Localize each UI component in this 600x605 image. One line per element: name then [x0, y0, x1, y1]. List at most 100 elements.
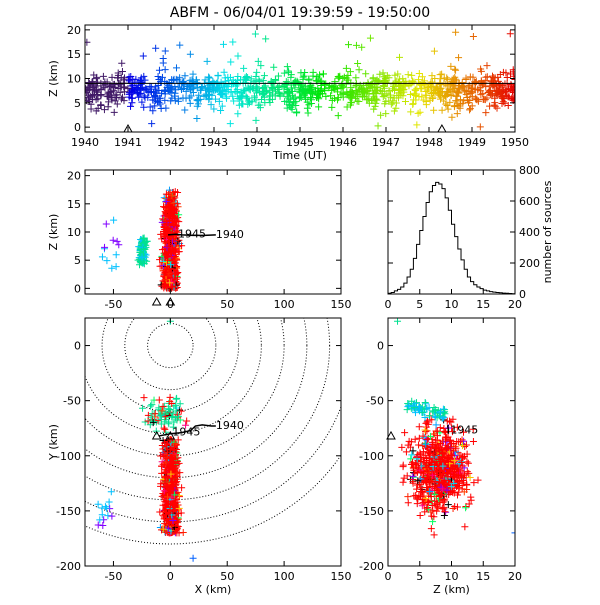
histogram-bar [410, 269, 413, 294]
y-tick-label: 0 [519, 288, 526, 301]
range-ring [125, 301, 216, 389]
source-point [461, 523, 468, 530]
source-point [113, 263, 120, 270]
source-point [336, 74, 343, 81]
x-tick-label: 1950 [501, 136, 529, 149]
source-point [115, 241, 122, 248]
y-tick-label: 5 [74, 97, 81, 110]
source-point [422, 400, 429, 407]
source-point [415, 110, 422, 117]
source-point [404, 493, 411, 500]
source-point [138, 99, 145, 106]
source-point [474, 96, 481, 103]
source-point [186, 94, 193, 101]
source-point [382, 110, 389, 117]
source-point [405, 499, 412, 506]
source-point [304, 105, 311, 112]
aircraft-track [448, 425, 449, 434]
y-tick-label: 0 [74, 121, 81, 134]
source-point [407, 91, 414, 98]
source-point [439, 107, 446, 114]
source-point [99, 253, 106, 260]
x-tick-label: 50 [220, 298, 234, 311]
y-tick-label: 10 [67, 226, 81, 239]
x-tick-label: 15 [476, 298, 490, 311]
source-point [229, 38, 236, 45]
y-tick-label: 0 [377, 340, 384, 353]
source-point [139, 405, 146, 412]
y-tick-label: 200 [519, 257, 540, 270]
source-point [108, 488, 115, 495]
plot-area [82, 29, 518, 131]
source-point [162, 48, 169, 55]
source-point [396, 54, 403, 61]
source-point [462, 504, 469, 511]
source-point [354, 60, 361, 67]
histogram-bar [471, 282, 474, 294]
plot-area: 1945 1940 [0, 147, 375, 562]
source-point [160, 55, 167, 62]
x-tick-label: 1942 [157, 136, 185, 149]
source-point [217, 107, 224, 114]
x-tick-label: 1949 [458, 136, 486, 149]
y-axis-label: Z (km) [47, 214, 60, 251]
source-point [468, 497, 475, 504]
source-point [507, 30, 514, 37]
source-point [95, 501, 102, 508]
x-tick-label: 150 [331, 298, 352, 311]
source-point [234, 52, 241, 59]
y-tick-label: -200 [359, 560, 384, 573]
track-time-label: 1940 [216, 419, 244, 432]
source-point [156, 396, 163, 403]
x-tick-label: 1940 [71, 136, 99, 149]
source-point [114, 238, 121, 245]
source-point [398, 444, 405, 451]
source-point [417, 512, 424, 519]
source-point [221, 69, 228, 76]
source-point [103, 221, 110, 228]
y-tick-label: 0 [74, 340, 81, 353]
source-point [100, 73, 107, 80]
histogram-bar [439, 184, 442, 294]
source-point [227, 58, 234, 65]
source-point [377, 112, 384, 119]
source-point [400, 479, 407, 486]
y-tick-label: -150 [359, 505, 384, 518]
source-point [148, 120, 155, 127]
histogram-bar [429, 192, 432, 294]
source-point [407, 455, 414, 462]
histogram-bar [436, 182, 439, 294]
source-point [335, 112, 342, 119]
track-time-label: 1945 [178, 227, 206, 240]
source-point [470, 33, 477, 40]
source-point [404, 406, 411, 413]
x-tick-label: 5 [416, 298, 423, 311]
y-tick-label: -50 [366, 395, 384, 408]
source-point [173, 395, 180, 402]
source-point [176, 42, 183, 49]
y-axis-label: number of sources [541, 180, 554, 283]
source-point [187, 100, 194, 107]
y-tick-label: 20 [67, 24, 81, 37]
source-point [118, 60, 125, 67]
source-point [416, 423, 423, 430]
source-point [152, 45, 159, 52]
source-point [452, 67, 459, 74]
x-axis-label: Z (km) [433, 583, 470, 596]
source-point [483, 62, 490, 69]
source-point [204, 58, 211, 65]
histogram-bar [477, 287, 480, 294]
y-tick-label: 10 [67, 73, 81, 86]
histogram-bar [423, 217, 426, 295]
source-point [301, 73, 308, 80]
x-tick-label: 15 [476, 570, 490, 583]
source-point [103, 257, 110, 264]
histogram-bar [426, 203, 429, 294]
source-point [423, 427, 430, 434]
source-point [252, 31, 259, 38]
source-point [310, 69, 317, 76]
